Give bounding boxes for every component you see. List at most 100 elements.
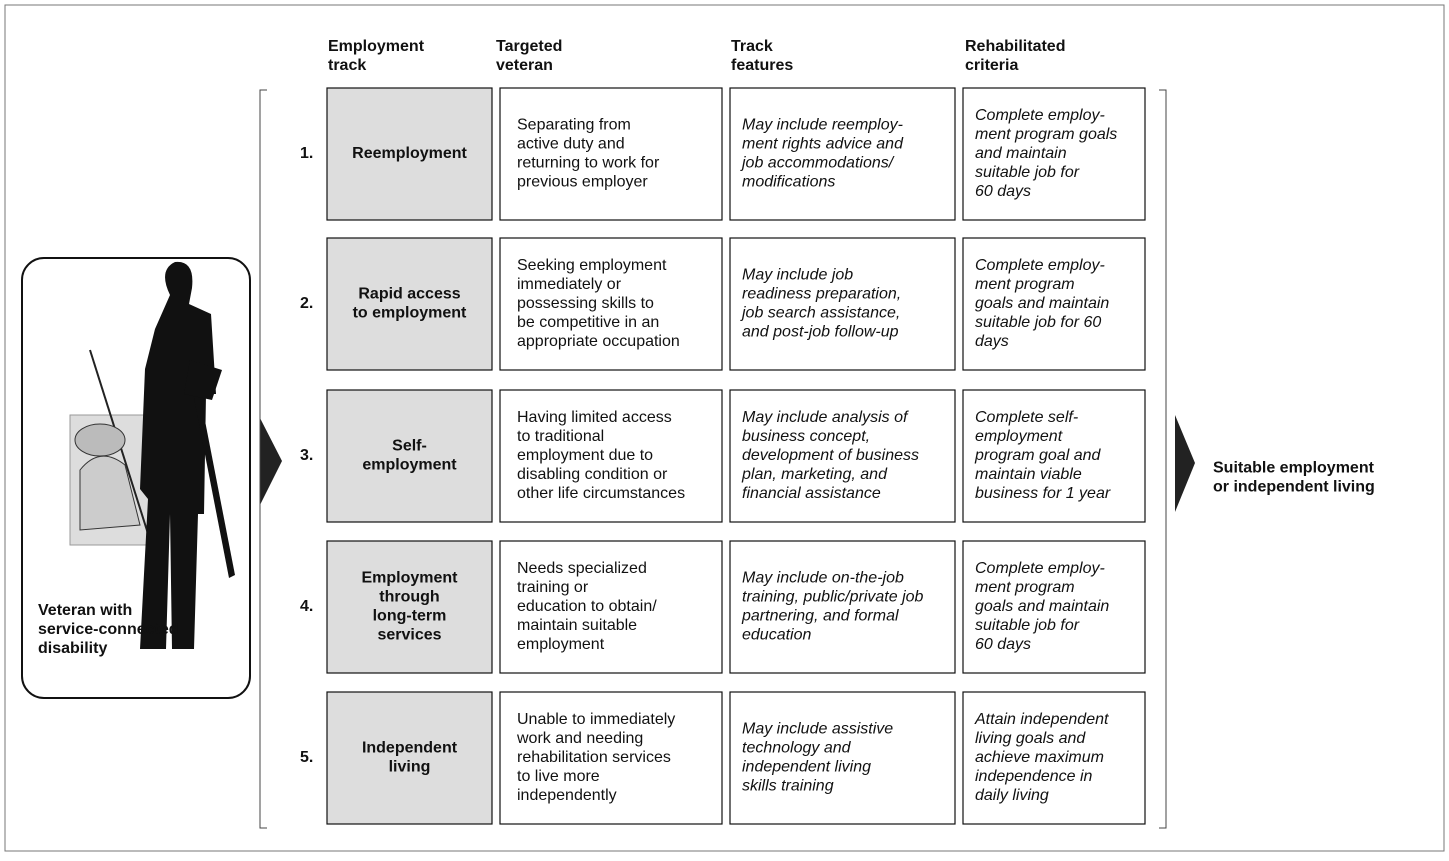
criteria-text: goals and maintain: [975, 598, 1109, 615]
column-header: track: [328, 57, 366, 74]
criteria-cell: [962, 540, 1146, 674]
features-text: independent living: [742, 759, 871, 776]
veteran-text: work and needing: [516, 730, 643, 747]
veteran-cell: [499, 389, 723, 523]
bracket-left: [259, 89, 267, 829]
features-text: May include on-the-job: [742, 570, 904, 587]
track-cell: [326, 237, 493, 371]
track-text: Rapid access: [358, 286, 460, 303]
veteran-text: employment: [517, 636, 605, 653]
column-header: features: [731, 57, 793, 74]
row-number: 3.: [300, 447, 313, 464]
column-header: criteria: [965, 57, 1018, 74]
veteran-text: appropriate occupation: [517, 333, 680, 350]
features-text: ment rights advice and: [742, 136, 904, 153]
arrow-out: [1175, 415, 1195, 512]
features-text: modifications: [742, 174, 835, 191]
features-text: training, public/private job: [742, 589, 924, 606]
row-number: 4.: [300, 598, 313, 615]
features-text: financial assistance: [742, 485, 881, 502]
veteran-text: Unable to immediately: [517, 711, 675, 728]
column-header: Targeted: [496, 38, 562, 55]
veteran-text: to traditional: [517, 428, 604, 445]
track-text: employment: [362, 457, 457, 474]
criteria-text: and maintain: [975, 145, 1067, 162]
features-text: May include reemploy-: [742, 117, 903, 134]
track-text: Reemployment: [352, 145, 467, 162]
veteran-text: training or: [517, 579, 589, 596]
track-text: Self-: [392, 438, 427, 455]
criteria-text: living goals and: [975, 730, 1086, 747]
column-header: Employment: [328, 38, 425, 55]
features-text: readiness preparation,: [742, 286, 901, 303]
veteran-text: to live more: [517, 768, 600, 785]
outcome-label: Suitable employment: [1213, 460, 1375, 477]
veteran-cell: [499, 691, 723, 825]
arrow-in: [260, 418, 282, 505]
features-text: business concept,: [742, 428, 870, 445]
frame: [4, 4, 1445, 852]
veteran-text: Seeking employment: [517, 257, 667, 274]
veteran-text: be competitive in an: [517, 314, 659, 331]
features-text: May include analysis of: [742, 409, 909, 426]
veteran-text: possessing skills to: [517, 295, 654, 312]
track-cell: [326, 691, 493, 825]
veteran-text: employment due to: [517, 447, 653, 464]
veteran-label: disability: [38, 640, 107, 657]
track-text: long-term: [373, 608, 447, 625]
criteria-cell: [962, 87, 1146, 221]
criteria-text: 60 days: [975, 183, 1031, 200]
criteria-text: ment program: [975, 276, 1075, 293]
features-text: and post-job follow-up: [742, 324, 899, 341]
column-header: Track: [731, 38, 773, 55]
criteria-text: Attain independent: [974, 711, 1109, 728]
features-cell: [729, 540, 956, 674]
criteria-text: independence in: [975, 768, 1093, 785]
criteria-cell: [962, 691, 1146, 825]
criteria-text: suitable job for 60: [975, 314, 1101, 331]
veteran-text: disabling condition or: [517, 466, 668, 483]
features-cell: [729, 389, 956, 523]
veteran-text: Separating from: [517, 117, 631, 134]
features-cell: [729, 237, 956, 371]
row-number: 1.: [300, 145, 313, 162]
features-text: plan, marketing, and: [741, 466, 888, 483]
features-text: May include job: [742, 267, 853, 284]
features-text: May include assistive: [742, 721, 893, 738]
criteria-text: achieve maximum: [975, 749, 1104, 766]
criteria-text: daily living: [975, 787, 1049, 804]
features-text: development of business: [742, 447, 919, 464]
veteran-text: returning to work for: [517, 155, 660, 172]
features-text: partnering, and formal: [741, 608, 899, 625]
column-header: veteran: [496, 57, 553, 74]
track-cell: [326, 389, 493, 523]
features-text: job search assistance,: [740, 305, 900, 322]
features-text: education: [742, 627, 811, 644]
criteria-text: maintain viable: [975, 466, 1082, 483]
bracket-right: [1159, 89, 1167, 829]
veteran-text: immediately or: [517, 276, 622, 293]
veteran-text: rehabilitation services: [517, 749, 671, 766]
veteran-cell: [499, 87, 723, 221]
track-text: Employment: [361, 570, 458, 587]
track-text: through: [379, 589, 439, 606]
veteran-cell: [499, 237, 723, 371]
criteria-text: business for 1 year: [975, 485, 1111, 502]
veteran-icon: [69, 261, 235, 649]
criteria-cell: [962, 237, 1146, 371]
features-cell: [729, 87, 956, 221]
veteran-text: Needs specialized: [517, 560, 647, 577]
criteria-text: Complete employ-: [975, 560, 1105, 577]
veteran-text: maintain suitable: [517, 617, 637, 634]
veteran-cell: [499, 540, 723, 674]
row-number: 2.: [300, 295, 313, 312]
track-cell: [326, 540, 493, 674]
track-text: services: [377, 627, 441, 644]
criteria-text: program goal and: [974, 447, 1102, 464]
veteran-label: service-connected: [38, 621, 179, 638]
features-cell: [729, 691, 956, 825]
criteria-text: 60 days: [975, 636, 1031, 653]
criteria-text: suitable job for: [975, 617, 1080, 634]
features-text: skills training: [742, 778, 834, 795]
